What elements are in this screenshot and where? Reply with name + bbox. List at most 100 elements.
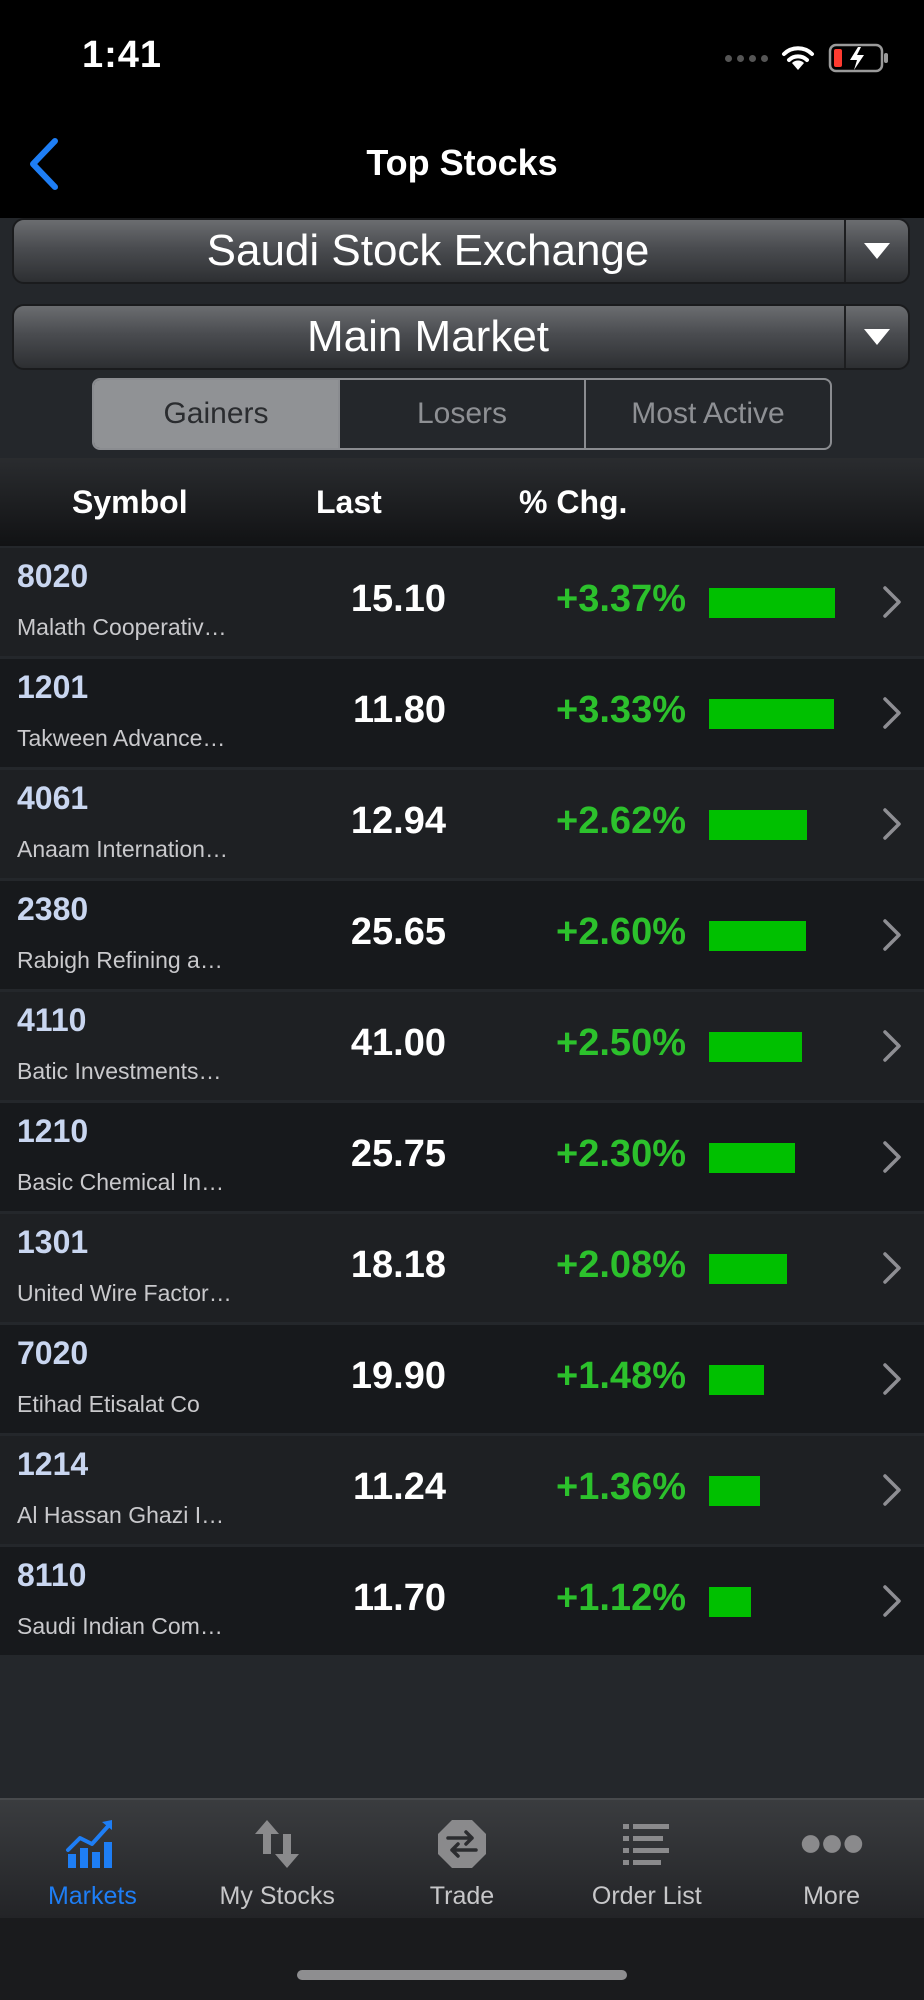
tab-trade[interactable]: Trade — [370, 1800, 555, 1918]
change-bar — [709, 1365, 764, 1395]
last-price: 41.00 — [350, 1022, 446, 1064]
stock-row[interactable]: 7020 Etihad Etisalat Co 19.90 +1.48% — [0, 1325, 924, 1433]
change-bar — [709, 921, 806, 951]
status-icons — [725, 38, 890, 78]
battery-charging-icon — [828, 43, 888, 73]
tab-markets[interactable]: Markets — [0, 1800, 185, 1918]
dropdown-arrow-icon — [844, 306, 908, 368]
stock-name: Etihad Etisalat Co — [17, 1391, 200, 1417]
tab-label: Order List — [591, 1882, 702, 1910]
chevron-right-icon — [883, 808, 901, 840]
chevron-right-icon — [883, 1585, 901, 1617]
change-bar — [709, 1032, 802, 1062]
chevron-right-icon — [883, 919, 901, 951]
home-indicator[interactable] — [297, 1970, 627, 1980]
stock-name: Basic Chemical In… — [17, 1169, 225, 1195]
stock-symbol: 2380 — [17, 891, 89, 927]
stock-symbol: 8020 — [17, 558, 89, 594]
stock-list: 8020 Malath Cooperativ… 15.10 +3.37% 1201 Tak… — [0, 548, 924, 1658]
stock-symbol: 8110 — [17, 1557, 87, 1593]
change-bar — [709, 1254, 787, 1284]
stock-symbol: 1301 — [17, 1224, 89, 1260]
dropdown-arrow-icon — [844, 220, 908, 282]
percent-change: +3.33% — [556, 689, 686, 731]
percent-change: +2.62% — [556, 800, 686, 842]
stock-name: Anaam Internation… — [17, 836, 228, 862]
tab-label: Markets — [47, 1882, 137, 1910]
change-bar — [709, 1587, 751, 1617]
percent-change: +2.08% — [556, 1244, 686, 1286]
chevron-right-icon — [883, 1252, 901, 1284]
home-indicator-area — [0, 1918, 924, 2000]
last-price: 25.65 — [350, 911, 446, 953]
cellular-signal-icon — [725, 54, 768, 62]
chevron-right-icon — [883, 586, 901, 618]
up-down-arrows-icon — [245, 1812, 309, 1876]
market-dropdown[interactable]: Main Market — [12, 304, 910, 370]
percent-change: +1.48% — [556, 1355, 686, 1397]
percent-change: +2.60% — [556, 911, 686, 953]
last-price: 11.70 — [353, 1577, 446, 1619]
last-price: 18.18 — [350, 1244, 446, 1286]
bottom-tab-bar: Markets My Stocks Trade — [0, 1798, 924, 1918]
stock-row[interactable]: 1201 Takween Advance… 11.80 +3.33% — [0, 659, 924, 767]
last-price: 11.80 — [353, 689, 446, 731]
change-bar — [709, 1143, 795, 1173]
stock-name: Al Hassan Ghazi I… — [17, 1502, 225, 1528]
column-header-symbol: Symbol — [72, 484, 188, 520]
last-price: 11.24 — [353, 1466, 446, 1508]
stock-name: Saudi Indian Com… — [17, 1613, 223, 1639]
tab-label: Trade — [429, 1882, 495, 1910]
change-bar — [709, 588, 835, 618]
last-price: 19.90 — [350, 1355, 446, 1397]
stock-row[interactable]: 1210 Basic Chemical In… 25.75 +2.30% — [0, 1103, 924, 1211]
chevron-right-icon — [883, 1141, 901, 1173]
status-bar: 1:41 — [0, 0, 924, 110]
stock-row[interactable]: 4061 Anaam Internation… 12.94 +2.62% — [0, 770, 924, 878]
last-price: 15.10 — [350, 578, 446, 620]
stock-symbol: 1201 — [17, 669, 89, 705]
stock-row[interactable]: 4110 Batic Investments… 41.00 +2.50% — [0, 992, 924, 1100]
chevron-right-icon — [883, 1363, 901, 1395]
stock-row[interactable]: 2380 Rabigh Refining a… 25.65 +2.60% — [0, 881, 924, 989]
percent-change: +1.12% — [556, 1577, 686, 1619]
change-bar — [709, 699, 834, 729]
change-bar — [709, 810, 807, 840]
last-price: 12.94 — [350, 800, 446, 842]
content-area: Saudi Stock Exchange Main Market Gainers… — [0, 218, 924, 1798]
tab-label: My Stocks — [219, 1882, 335, 1910]
stock-name: United Wire Factor… — [17, 1280, 232, 1306]
column-header-change: % Chg. — [519, 484, 628, 520]
page-title: Top Stocks — [366, 142, 558, 183]
stock-symbol: 4110 — [17, 1002, 87, 1038]
tab-order-list[interactable]: Order List — [554, 1800, 739, 1918]
chevron-right-icon — [883, 697, 901, 729]
status-time: 1:41 — [82, 34, 163, 76]
stock-symbol: 7020 — [17, 1335, 89, 1371]
tab-more[interactable]: More — [739, 1800, 924, 1918]
stock-name: Takween Advance… — [17, 725, 226, 751]
percent-change: +2.50% — [556, 1022, 686, 1064]
chevron-right-icon — [883, 1030, 901, 1062]
stock-row[interactable]: 1301 United Wire Factor… 18.18 +2.08% — [0, 1214, 924, 1322]
more-dots-icon — [800, 1812, 864, 1876]
tab-losers[interactable]: Losers — [338, 380, 584, 448]
chevron-right-icon — [883, 1474, 901, 1506]
stock-row[interactable]: 1214 Al Hassan Ghazi I… 11.24 +1.36% — [0, 1436, 924, 1544]
market-dropdown-label: Main Market — [306, 312, 550, 361]
exchange-dropdown-label: Saudi Stock Exchange — [206, 226, 650, 275]
markets-chart-icon — [60, 1812, 124, 1876]
tab-most-active[interactable]: Most Active — [584, 380, 830, 448]
tab-my-stocks[interactable]: My Stocks — [185, 1800, 370, 1918]
table-header: Symbol Last % Chg. — [0, 458, 924, 546]
stock-row[interactable]: 8020 Malath Cooperativ… 15.10 +3.37% — [0, 548, 924, 656]
wifi-icon — [782, 46, 814, 70]
stock-name: Batic Investments… — [17, 1058, 222, 1084]
top-stocks-segmented-control: Gainers Losers Most Active — [92, 378, 832, 450]
list-icon — [615, 1812, 679, 1876]
exchange-dropdown[interactable]: Saudi Stock Exchange — [12, 218, 910, 284]
stock-row[interactable]: 8110 Saudi Indian Com… 11.70 +1.12% — [0, 1547, 924, 1655]
tab-gainers[interactable]: Gainers — [94, 380, 338, 448]
back-button[interactable] — [14, 134, 74, 194]
percent-change: +1.36% — [556, 1466, 686, 1508]
